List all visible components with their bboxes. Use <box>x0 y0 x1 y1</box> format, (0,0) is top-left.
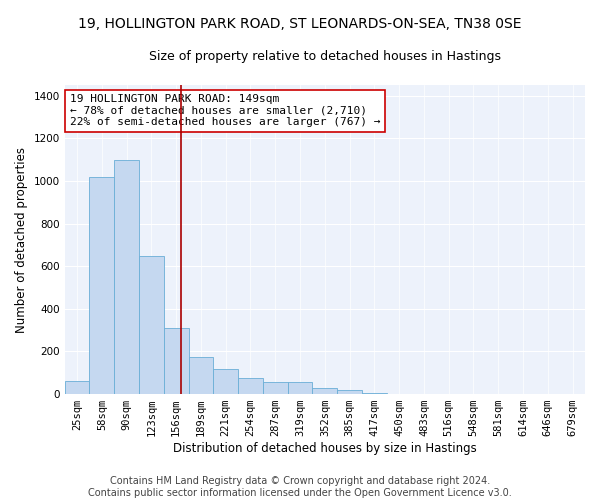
Text: 19 HOLLINGTON PARK ROAD: 149sqm
← 78% of detached houses are smaller (2,710)
22%: 19 HOLLINGTON PARK ROAD: 149sqm ← 78% of… <box>70 94 380 128</box>
Bar <box>313 388 337 394</box>
Title: Size of property relative to detached houses in Hastings: Size of property relative to detached ho… <box>149 50 501 63</box>
Bar <box>287 382 313 394</box>
Bar <box>188 357 214 394</box>
Bar <box>139 256 164 394</box>
Bar <box>65 382 89 394</box>
X-axis label: Distribution of detached houses by size in Hastings: Distribution of detached houses by size … <box>173 442 477 455</box>
Bar <box>89 176 114 394</box>
Bar <box>214 368 238 394</box>
Text: Contains HM Land Registry data © Crown copyright and database right 2024.
Contai: Contains HM Land Registry data © Crown c… <box>88 476 512 498</box>
Bar <box>263 382 287 394</box>
Bar <box>238 378 263 394</box>
Text: 19, HOLLINGTON PARK ROAD, ST LEONARDS-ON-SEA, TN38 0SE: 19, HOLLINGTON PARK ROAD, ST LEONARDS-ON… <box>78 18 522 32</box>
Y-axis label: Number of detached properties: Number of detached properties <box>15 146 28 332</box>
Bar <box>164 328 188 394</box>
Bar <box>362 393 387 394</box>
Bar <box>114 160 139 394</box>
Bar <box>337 390 362 394</box>
